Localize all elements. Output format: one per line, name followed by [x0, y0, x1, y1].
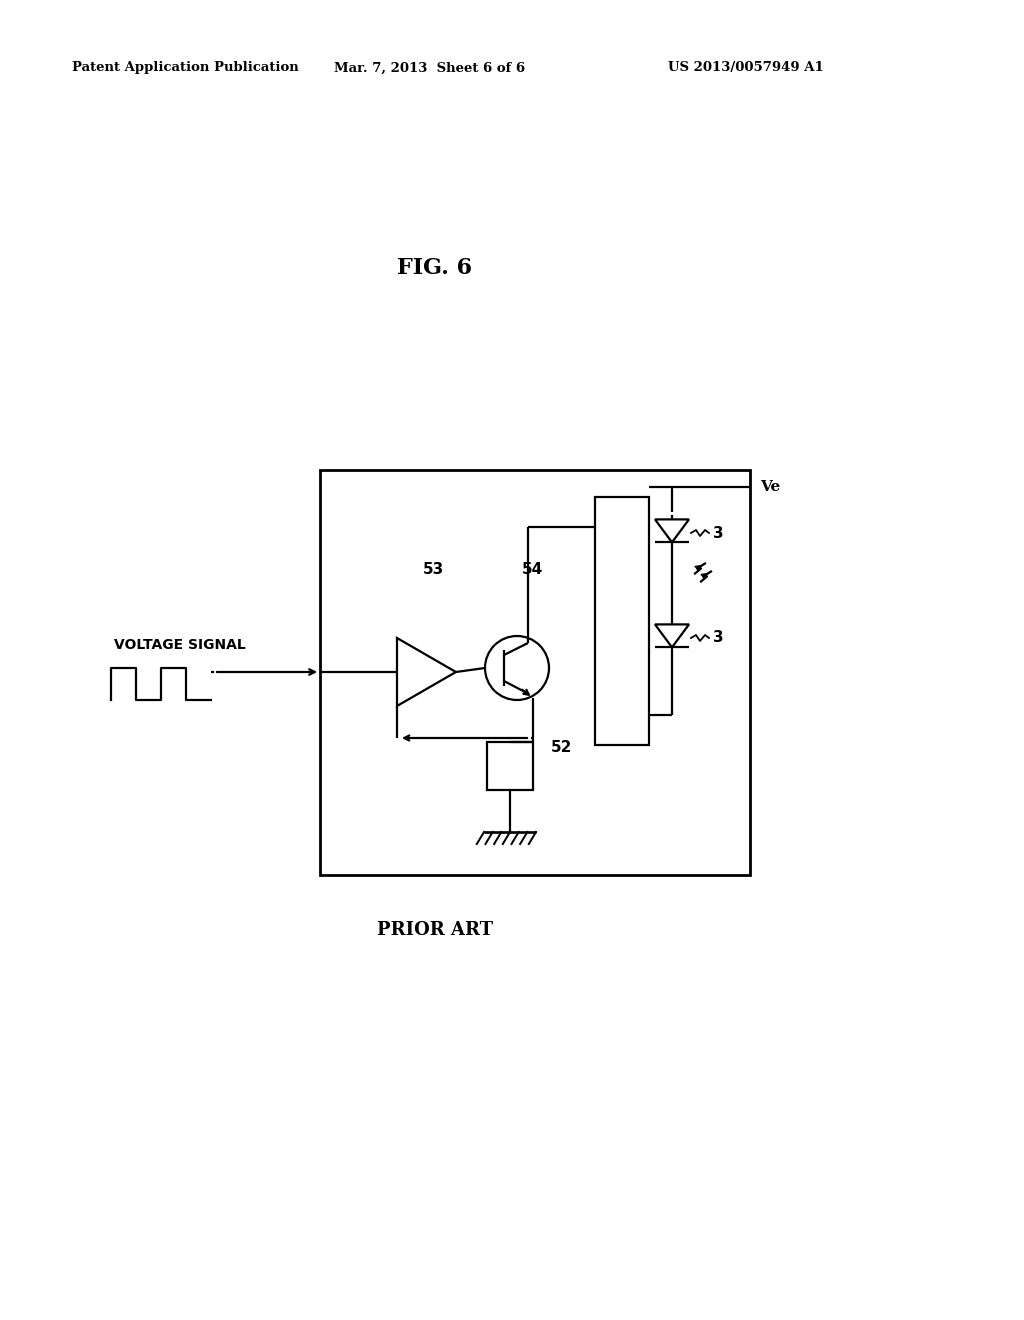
Text: 54: 54	[522, 562, 544, 578]
Text: FIG. 6: FIG. 6	[397, 257, 472, 279]
Text: Patent Application Publication: Patent Application Publication	[72, 62, 299, 74]
Text: 53: 53	[423, 562, 444, 578]
Text: 3: 3	[713, 525, 724, 540]
Text: Mar. 7, 2013  Sheet 6 of 6: Mar. 7, 2013 Sheet 6 of 6	[335, 62, 525, 74]
Text: US 2013/0057949 A1: US 2013/0057949 A1	[668, 62, 823, 74]
Bar	[319, 470, 750, 875]
Text: Ve: Ve	[760, 480, 780, 494]
Text: VOLTAGE SIGNAL: VOLTAGE SIGNAL	[114, 638, 246, 652]
Text: 52: 52	[551, 741, 572, 755]
Bar	[487, 742, 534, 789]
Text: 3: 3	[713, 631, 724, 645]
Bar	[595, 498, 649, 744]
Text: PRIOR ART: PRIOR ART	[377, 921, 493, 939]
